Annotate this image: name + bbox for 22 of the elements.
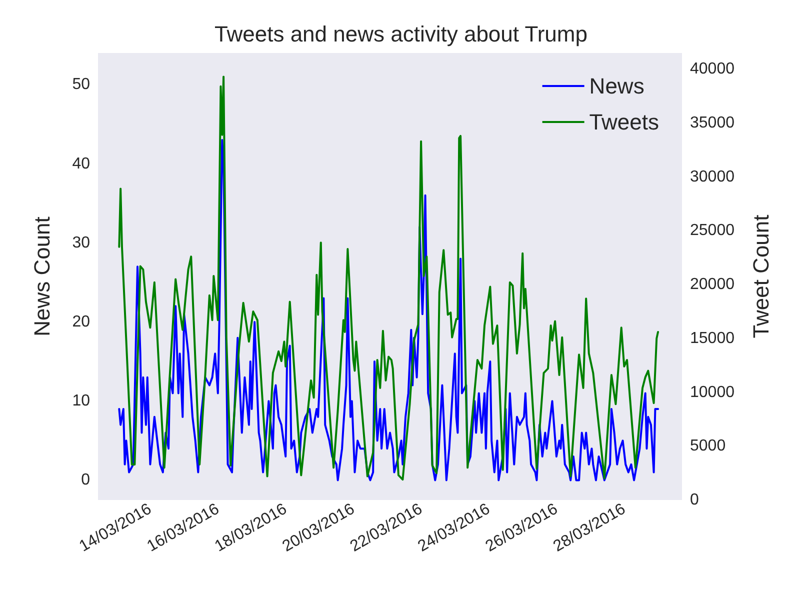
y-tick-label: 30 bbox=[72, 234, 90, 252]
legend-label: Tweets bbox=[589, 110, 660, 134]
legend-label: News bbox=[589, 74, 644, 98]
y2-tick-label: 20000 bbox=[690, 276, 735, 294]
y2-tick-label: 25000 bbox=[690, 222, 735, 240]
y2-tick-label: 30000 bbox=[690, 168, 735, 186]
y-tick-label: 20 bbox=[72, 313, 90, 330]
y2-tick-label: 40000 bbox=[690, 60, 735, 78]
y2-axis-title: Tweet Count bbox=[748, 214, 774, 338]
y-axis-title: News Count bbox=[30, 216, 54, 336]
y-tick-label: 50 bbox=[72, 76, 90, 94]
line-series bbox=[118, 76, 660, 481]
y2-tick-label: 0 bbox=[690, 492, 699, 508]
chart-title: Tweets and news activity about Trump bbox=[214, 22, 588, 46]
y2-tick-label: 15000 bbox=[690, 330, 735, 347]
y2-tick-label: 10000 bbox=[690, 384, 735, 401]
y-tick-label: 0 bbox=[81, 472, 90, 489]
y2-tick-label: 35000 bbox=[690, 114, 735, 132]
y-tick-label: 40 bbox=[72, 155, 90, 172]
y2-tick-label: 5000 bbox=[690, 438, 726, 455]
line-series bbox=[118, 139, 660, 482]
y-tick-label: 10 bbox=[72, 392, 90, 410]
